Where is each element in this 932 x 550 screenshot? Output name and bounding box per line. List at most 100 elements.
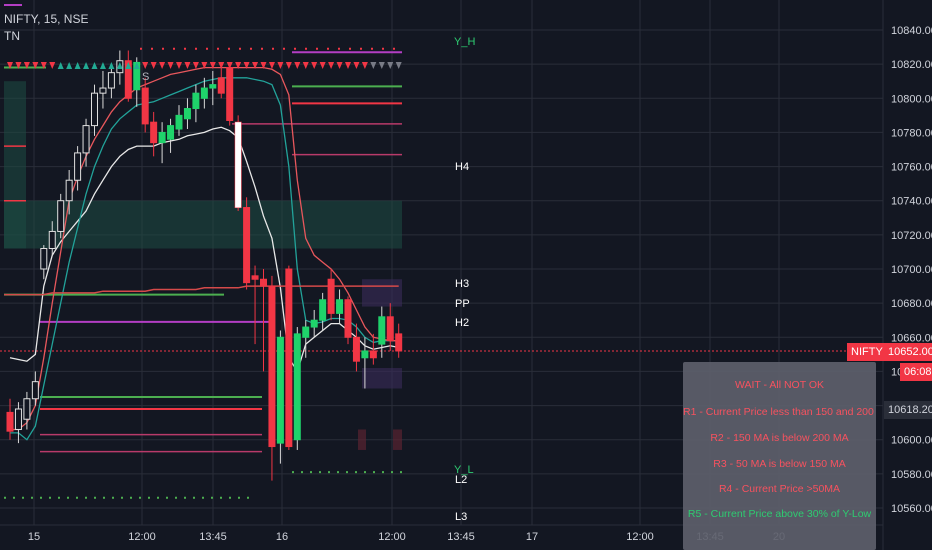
candle-body-14	[124, 60, 132, 99]
signal-triangle-12	[108, 62, 115, 69]
symbol-line[interactable]: NIFTY, 15, NSE	[4, 12, 89, 26]
zone-green-band	[4, 200, 402, 249]
level-label-y-l: Y_L	[454, 464, 474, 476]
signal-triangle-13	[116, 62, 123, 69]
candle-body-20	[175, 114, 183, 130]
info-line-r5: R5 - Current Price above 30% of Y-Low	[687, 508, 872, 520]
signal-triangle-32	[277, 62, 284, 69]
candle-body-35	[302, 326, 310, 338]
signal-triangle-30	[260, 62, 267, 69]
signal-triangle-11	[99, 62, 106, 69]
signal-triangle-7	[66, 62, 73, 69]
candle-body-43	[369, 350, 377, 359]
current-price-tag: 10652.00	[884, 343, 932, 361]
signal-triangle-8	[74, 62, 81, 69]
candle-body-18	[158, 131, 166, 144]
candle-body-16	[141, 87, 149, 125]
signal-triangle-23	[201, 62, 208, 69]
signal-triangle-33	[285, 62, 292, 69]
signal-triangle-6	[57, 62, 64, 69]
x-tick-label: 13:45	[199, 531, 227, 543]
x-tick-label: 15	[28, 531, 40, 543]
y-tick-label: 10800.00	[891, 93, 932, 105]
signal-triangle-43	[370, 62, 377, 69]
candle-body-21	[183, 108, 191, 120]
candle-body-41	[352, 336, 360, 362]
info-line-r3: R3 - 50 MA is below 150 MA	[713, 458, 846, 470]
candle-body-25	[217, 77, 225, 94]
signal-marker-text: S	[142, 71, 149, 83]
candle-body-6	[57, 200, 65, 232]
signal-triangle-14	[125, 62, 132, 69]
candle-body-22	[192, 92, 200, 110]
symbol-price-tag: NIFTY	[847, 343, 887, 361]
x-tick-label: 12:00	[128, 531, 156, 543]
countdown-value: 06:08	[904, 366, 932, 378]
zone-purple-lower	[362, 368, 402, 389]
x-tick-label: 12:00	[626, 531, 654, 543]
signal-triangle-1	[15, 62, 22, 69]
signal-triangle-19	[167, 62, 174, 69]
zone-red-2	[393, 429, 402, 450]
signal-triangle-16	[142, 62, 149, 69]
signal-triangle-20	[176, 62, 182, 69]
info-line-r4: R4 - Current Price >50MA	[718, 483, 841, 495]
signal-triangle-31	[268, 62, 275, 69]
candle-body-44	[378, 316, 386, 345]
candle-body-11	[99, 87, 107, 94]
signal-triangle-4	[40, 62, 47, 69]
signal-triangle-46	[395, 62, 402, 69]
candle-body-32	[276, 336, 284, 444]
candle-body-46	[395, 333, 403, 352]
signal-triangle-38	[328, 62, 335, 69]
candle-body-38	[327, 278, 335, 314]
signal-triangle-0	[7, 62, 13, 69]
signal-triangle-40	[345, 62, 351, 69]
y-tick-label: 10560.00	[891, 503, 932, 515]
zone-red-1	[358, 429, 366, 450]
y-tick-label: 10680.00	[891, 298, 932, 310]
x-tick-label: 13:45	[447, 531, 475, 543]
symbol-tag-label: NIFTY	[851, 346, 883, 358]
candle-body-19	[167, 125, 175, 140]
signal-triangle-42	[361, 62, 368, 69]
candle-body-0	[6, 411, 14, 432]
y-tick-label: 10740.00	[891, 196, 932, 208]
secondary-price-tag: 10618.20	[884, 401, 932, 419]
symbol-accent	[4, 4, 22, 6]
y-tick-label: 10820.00	[891, 59, 932, 71]
candle-body-34	[293, 333, 301, 441]
level-label-l3: L3	[455, 511, 467, 523]
candle-body-8	[74, 152, 82, 181]
candle-body-1	[14, 408, 22, 430]
candle-body-30	[260, 278, 267, 287]
signal-triangle-39	[336, 62, 343, 69]
level-label-h2: H2	[455, 317, 469, 329]
secondary-price-value: 10618.20	[888, 404, 932, 416]
candle-body-42	[361, 350, 369, 359]
candle-body-28	[243, 207, 251, 284]
signal-triangle-18	[159, 62, 166, 69]
signal-triangle-45	[387, 62, 394, 69]
signal-triangle-22	[192, 62, 199, 69]
candle-body-23	[200, 87, 208, 99]
info-line-r2: R2 - 150 MA is below 200 MA	[710, 432, 849, 444]
signal-triangle-3	[32, 62, 39, 69]
signal-triangle-9	[83, 62, 90, 69]
indicator-name[interactable]: TN	[4, 29, 20, 43]
y-tick-label: 10760.00	[891, 162, 932, 174]
signal-triangle-44	[378, 62, 385, 69]
signal-triangle-24	[209, 62, 216, 69]
signal-triangle-5	[49, 62, 56, 69]
level-label-h4: H4	[455, 161, 469, 173]
level-label-y-h: Y_H	[454, 36, 475, 48]
y-tick-label: 10660.00	[891, 332, 932, 344]
candle-body-10	[91, 92, 98, 127]
current-price-value: 10652.00	[888, 346, 932, 358]
signal-triangle-34	[294, 62, 301, 69]
candle-body-29	[251, 275, 259, 280]
level-label-l2: L2	[455, 474, 467, 486]
countdown-tag: 06:08	[900, 363, 932, 381]
info-line-r1: R1 - Current Price less than 150 and 200…	[683, 406, 876, 418]
